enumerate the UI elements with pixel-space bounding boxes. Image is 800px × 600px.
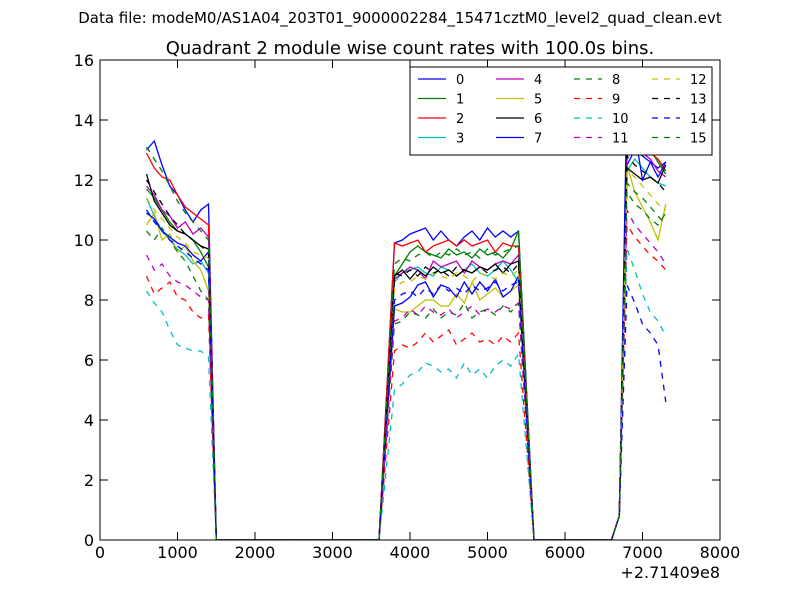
x-tick-label: 4000	[390, 543, 431, 562]
legend-label-7: 7	[534, 132, 542, 147]
x-offset-label: +2.71409e8	[620, 563, 720, 582]
series-layer	[145, 89, 667, 540]
legend-label-13: 13	[690, 93, 707, 108]
y-tick-label: 12	[74, 171, 94, 190]
series-line-12	[145, 169, 667, 540]
legend-label-14: 14	[690, 112, 707, 127]
y-tick-label: 8	[84, 291, 94, 310]
figure-suptitle: Data file: modeM0/AS1A04_203T01_90000022…	[78, 9, 722, 28]
y-tick-label: 4	[84, 411, 94, 430]
series-line-2	[145, 133, 667, 540]
series-line-8	[146, 189, 667, 540]
y-tick-label: 10	[74, 231, 94, 250]
y-tick-label: 14	[74, 111, 94, 130]
x-tick-label: 8000	[700, 543, 741, 562]
x-tick-label: 5000	[467, 543, 508, 562]
legend-label-0: 0	[456, 73, 464, 88]
series-line-1	[146, 115, 667, 540]
legend-label-1: 1	[456, 93, 464, 108]
legend-label-11: 11	[612, 132, 629, 147]
series-line-0	[146, 139, 667, 540]
legend-label-2: 2	[456, 112, 464, 127]
legend-label-6: 6	[534, 112, 542, 127]
x-tick-label: 0	[95, 543, 105, 562]
series-line-3	[145, 157, 667, 540]
series-line-6	[145, 164, 667, 540]
legend-label-12: 12	[690, 73, 707, 88]
y-tick-label: 16	[74, 51, 94, 70]
chart-title: Quadrant 2 module wise count rates with …	[166, 38, 655, 59]
series-line-7	[146, 89, 667, 540]
x-tick-label: 6000	[545, 543, 586, 562]
x-tick-label: 3000	[312, 543, 353, 562]
y-tick-label: 2	[84, 471, 94, 490]
y-tick-label: 6	[84, 351, 94, 370]
legend-label-5: 5	[534, 93, 542, 108]
x-tick-label: 7000	[622, 543, 663, 562]
y-tick-label: 0	[84, 531, 94, 550]
legend-label-8: 8	[612, 73, 620, 88]
legend-box	[409, 66, 713, 156]
series-line-10	[145, 248, 667, 540]
series-line-15	[145, 146, 667, 540]
legend-label-3: 3	[456, 132, 464, 147]
axes-layer: 0 1000 2000 3000 4000 5000 6000 7000 80000246810…	[74, 51, 741, 582]
series-line-13	[145, 154, 667, 540]
series-line-4	[146, 139, 667, 540]
x-tick-label: 2000	[235, 543, 276, 562]
legend-label-15: 15	[690, 132, 707, 147]
x-tick-label: 1000	[157, 543, 198, 562]
series-line-5	[145, 164, 667, 540]
legend-label-4: 4	[534, 73, 542, 88]
legend-label-9: 9	[612, 93, 620, 108]
series-line-11	[145, 209, 667, 540]
series-line-9	[145, 222, 667, 540]
legend-label-10: 10	[612, 112, 629, 127]
